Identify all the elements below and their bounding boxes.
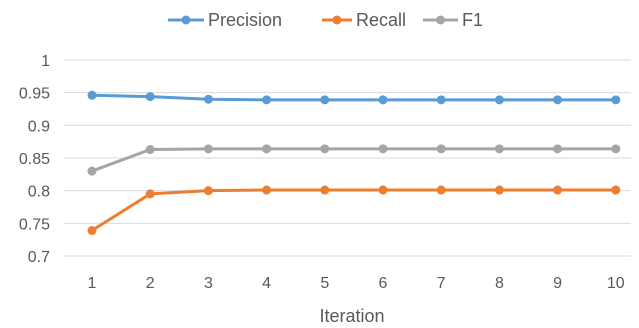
legend-label: F1 <box>462 10 483 30</box>
x-tick-label: 1 <box>88 275 97 292</box>
data-point-recall <box>145 189 155 199</box>
y-tick-label: 0.9 <box>28 118 50 135</box>
data-point-recall <box>320 185 330 195</box>
legend: Precision Recall F1 <box>168 10 483 30</box>
data-point-f1 <box>553 144 563 154</box>
data-point-precision <box>611 95 621 105</box>
series-group <box>87 90 621 236</box>
legend-swatch-marker <box>436 15 445 25</box>
data-point-precision <box>203 94 213 104</box>
data-point-recall <box>203 186 213 196</box>
x-tick-label: 7 <box>437 275 446 292</box>
data-point-f1 <box>203 144 213 154</box>
data-point-recall <box>262 185 272 195</box>
legend-item-f1: F1 <box>423 10 483 30</box>
y-tick-label: 0.8 <box>28 184 50 201</box>
legend-item-precision: Precision <box>168 10 282 30</box>
x-tick-label: 3 <box>204 275 213 292</box>
data-point-recall <box>87 226 97 236</box>
data-point-precision <box>320 95 330 105</box>
x-tick-label: 2 <box>146 275 155 292</box>
y-tick-label: 1 <box>41 53 50 70</box>
series-line-recall <box>90 188 618 233</box>
series-f1 <box>87 144 621 176</box>
x-tick-label: 9 <box>553 275 562 292</box>
data-point-recall <box>494 185 504 195</box>
y-tick-label: 0.75 <box>19 216 50 233</box>
legend-label: Recall <box>356 10 406 30</box>
data-point-f1 <box>320 144 330 154</box>
x-axis-title: Iteration <box>319 306 384 326</box>
y-tick-label: 0.95 <box>19 86 50 103</box>
legend-item-recall: Recall <box>322 10 406 30</box>
legend-label: Precision <box>208 10 282 30</box>
legend-swatch-marker <box>181 15 191 25</box>
x-axis-ticks: 1 2 3 4 5 6 7 8 9 10 <box>88 275 625 292</box>
data-point-f1 <box>87 166 97 176</box>
series-line-f1 <box>90 147 618 173</box>
data-point-precision <box>553 95 563 105</box>
data-point-recall <box>553 185 563 195</box>
data-point-f1 <box>611 144 621 154</box>
data-point-recall <box>378 185 388 195</box>
legend-swatch-marker <box>332 15 342 25</box>
gridlines <box>64 59 631 257</box>
data-point-precision <box>262 95 272 105</box>
series-precision <box>87 90 621 105</box>
data-point-precision <box>87 90 97 100</box>
x-tick-label: 5 <box>320 275 329 292</box>
series-recall <box>87 185 621 236</box>
data-point-precision <box>378 95 388 105</box>
x-tick-label: 4 <box>262 275 271 292</box>
data-point-f1 <box>262 144 272 154</box>
data-point-f1 <box>494 144 504 154</box>
y-axis-ticks: 0.7 0.75 0.8 0.85 0.9 0.95 1 <box>19 53 50 266</box>
data-point-precision <box>145 92 155 102</box>
y-tick-label: 0.85 <box>19 151 50 168</box>
data-point-f1 <box>378 144 388 154</box>
x-tick-label: 8 <box>495 275 504 292</box>
data-point-f1 <box>436 144 446 154</box>
x-tick-label: 10 <box>607 275 625 292</box>
data-point-precision <box>494 95 504 105</box>
y-tick-label: 0.7 <box>28 249 50 266</box>
data-point-precision <box>436 95 446 105</box>
x-tick-label: 6 <box>379 275 388 292</box>
data-point-recall <box>611 185 621 195</box>
data-point-f1 <box>145 145 155 155</box>
series-line-precision <box>90 93 618 102</box>
data-point-recall <box>436 185 446 195</box>
